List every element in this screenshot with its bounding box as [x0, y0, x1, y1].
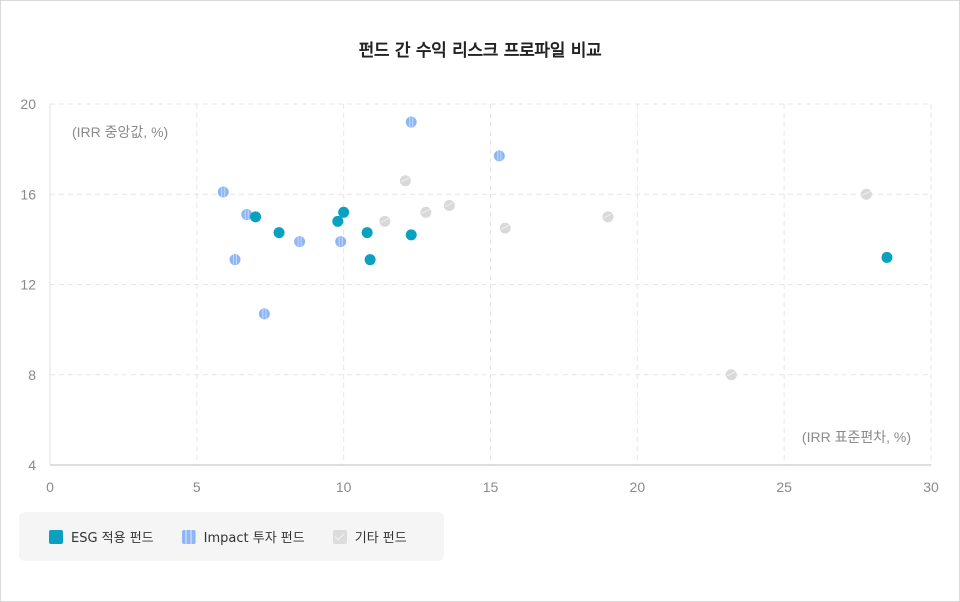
scatter-point[interactable] — [405, 116, 417, 128]
scatter-point[interactable] — [499, 222, 511, 234]
legend-label-other: 기타 펀드 — [354, 531, 407, 546]
legend-label-esg: ESG 적용 펀드 — [71, 531, 154, 546]
legend-item-other[interactable]: 기타 펀드 — [332, 527, 407, 546]
point-stripe — [445, 202, 454, 207]
point-stripe — [862, 190, 871, 196]
x-axis-label: (IRR 표준편차, %) — [802, 429, 911, 445]
grid — [50, 103, 932, 465]
scatter-point[interactable] — [860, 188, 872, 200]
scatter-point[interactable] — [443, 200, 455, 212]
scatter-point[interactable] — [493, 150, 505, 162]
scatter-point[interactable] — [273, 227, 285, 239]
scatter-point[interactable] — [338, 206, 350, 218]
point-stripe — [380, 217, 390, 223]
scatter-point[interactable] — [405, 229, 417, 241]
data-points — [217, 116, 893, 381]
legend-item-impact[interactable]: Impact 투자 펀드 — [181, 527, 305, 546]
scatter-point[interactable] — [379, 215, 391, 227]
scatter-point[interactable] — [217, 186, 229, 198]
scatter-point[interactable] — [602, 211, 614, 223]
y-axis-label: (IRR 중앙값, %) — [72, 124, 168, 140]
scatter-point[interactable] — [361, 227, 373, 239]
x-tick-label: 10 — [336, 479, 352, 495]
esg-swatch-icon — [49, 529, 63, 544]
other-swatch-icon — [332, 529, 347, 544]
y-tick-label: 12 — [20, 277, 36, 293]
point-stripe — [421, 208, 431, 214]
x-tick-label: 5 — [193, 479, 201, 495]
legend: ESG 적용 펀드 Impact 투자 펀드 기타 펀드 — [19, 512, 444, 561]
x-tick-label: 15 — [483, 479, 499, 495]
axes: 0 5 10 15 20 25 30 4 8 12 16 20 — [20, 96, 939, 495]
x-tick-label: 0 — [46, 479, 54, 495]
point-stripe — [500, 224, 510, 230]
y-tick-label: 16 — [20, 186, 36, 202]
scatter-point[interactable] — [399, 175, 411, 187]
scatter-point[interactable] — [364, 254, 376, 266]
scatter-point[interactable] — [241, 209, 253, 221]
scatter-point[interactable] — [229, 254, 241, 266]
scatter-point[interactable] — [335, 236, 347, 248]
point-stripe — [401, 177, 410, 183]
x-tick-label: 25 — [776, 479, 792, 495]
scatter-point[interactable] — [881, 251, 893, 263]
point-stripe — [727, 371, 736, 377]
scatter-point[interactable] — [294, 236, 306, 248]
chart-title: 펀드 간 수익 리스크 프로파일 비교 — [358, 41, 602, 61]
legend-label-impact: Impact 투자 펀드 — [203, 531, 305, 546]
x-tick-label: 20 — [630, 479, 646, 495]
legend-item-esg[interactable]: ESG 적용 펀드 — [49, 527, 154, 546]
point-stripe — [603, 213, 613, 219]
scatter-point[interactable] — [258, 308, 270, 320]
scatter-point[interactable] — [250, 211, 262, 223]
impact-swatch-icon — [181, 529, 196, 544]
x-tick-label: 30 — [923, 479, 939, 495]
y-tick-label: 8 — [28, 367, 36, 383]
y-tick-label: 4 — [28, 457, 36, 473]
scatter-point[interactable] — [420, 206, 432, 218]
scatter-point[interactable] — [332, 215, 344, 227]
y-tick-label: 20 — [20, 96, 36, 112]
scatter-point[interactable] — [725, 369, 737, 381]
